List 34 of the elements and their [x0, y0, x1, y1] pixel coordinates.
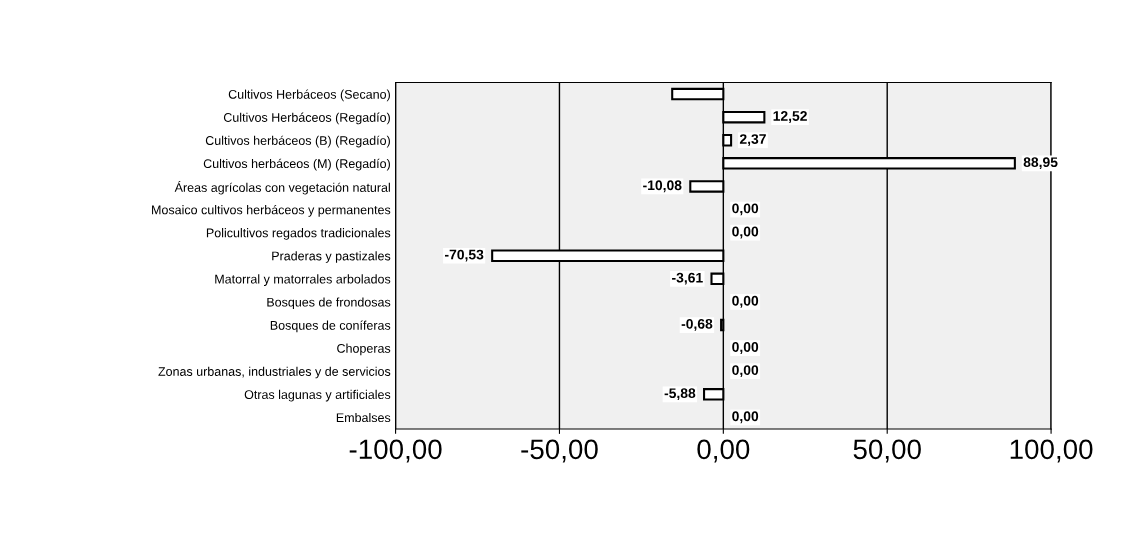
- data-label: -10,08: [643, 180, 682, 193]
- y-tick-label: Mosaico cultivos herbáceos y permanentes: [152, 204, 391, 217]
- x-tick-label: 50,00: [853, 439, 921, 463]
- y-tick-label: Matorral y matorrales arbolados: [215, 274, 391, 286]
- data-label: -5,88: [664, 388, 696, 401]
- data-label: -3,61: [672, 272, 703, 285]
- y-tick-label: Cultivos herbáceos (B) (Regadío): [205, 135, 390, 148]
- data-label: 2,37: [739, 134, 766, 146]
- y-tick-label: Áreas agrícolas con vegetación natural: [174, 181, 390, 195]
- y-tick-label: Choperas: [337, 343, 391, 356]
- x-tick-label: 100,00: [1010, 439, 1093, 463]
- data-label: 0,00: [732, 365, 759, 377]
- x-tick-label: -50,00: [521, 439, 598, 463]
- x-tick-label: 0,00: [697, 439, 750, 463]
- y-tick-label: Zonas urbanas, industriales y de servicios: [158, 366, 391, 379]
- data-label: 0,00: [732, 295, 759, 308]
- data-label: 0,00: [732, 203, 759, 216]
- data-label: 12,52: [773, 111, 807, 123]
- x-tick-label: -100,00: [349, 439, 442, 463]
- y-tick-label: Praderas y pastizales: [272, 251, 391, 263]
- y-tick-label: Cultivos herbáceos (M) (Regadío): [203, 158, 390, 171]
- y-tick-label: Cultivos Herbáceos (Regadío): [223, 112, 390, 125]
- y-tick-label: Cultivos Herbáceos (Secano): [228, 89, 390, 102]
- y-tick-label: Embalses: [336, 412, 391, 423]
- y-tick-label: Policultivos regados tradicionales: [206, 228, 391, 240]
- data-label: 88,95: [1023, 157, 1058, 170]
- data-label: 0,00: [732, 342, 759, 354]
- data-label: -0,68: [681, 318, 713, 331]
- y-tick-label: Bosques de frondosas: [267, 297, 391, 310]
- data-label: 0,00: [732, 226, 759, 239]
- y-tick-label: Bosques de coníferas: [270, 320, 391, 333]
- data-label: 0,00: [732, 411, 759, 424]
- data-label: -70,53: [445, 249, 484, 262]
- y-tick-label: Otras lagunas y artificiales: [244, 389, 391, 402]
